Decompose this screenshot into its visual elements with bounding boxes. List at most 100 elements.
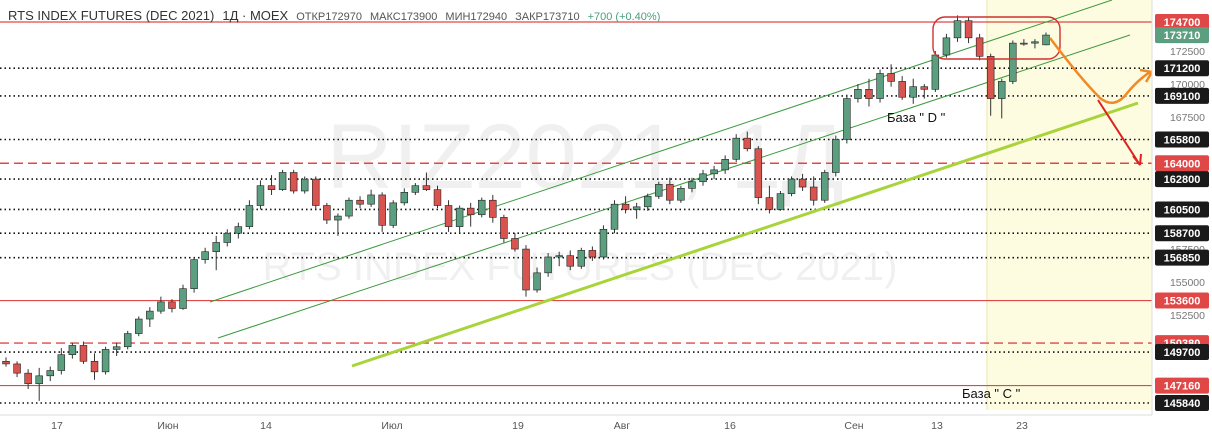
candle-body: [24, 372, 32, 385]
price-label-box: [1155, 395, 1209, 411]
candle-body: [1020, 42, 1028, 45]
candle-body: [765, 197, 774, 210]
candle-body: [411, 185, 420, 193]
time-tick-label: 19: [512, 420, 524, 432]
price-label-text: 149700: [1164, 347, 1201, 359]
candle-body: [234, 226, 243, 234]
candle-body: [854, 89, 862, 99]
candle-body: [809, 186, 818, 201]
symbol-name[interactable]: RTS INDEX FUTURES (DEC 2021): [8, 8, 215, 23]
candle-body: [245, 205, 254, 227]
candle-body: [201, 251, 209, 260]
price-label-text: 171200: [1164, 63, 1201, 75]
candle-body: [798, 178, 807, 188]
time-tick-label: 14: [260, 420, 272, 432]
candle-body: [455, 207, 464, 227]
candle-body: [931, 54, 940, 90]
candle-body: [732, 137, 740, 160]
forecast-up-arrowhead: [1139, 68, 1154, 83]
candle-body: [112, 346, 121, 350]
price-tick-label: 172500: [1170, 46, 1205, 58]
candle-body: [345, 199, 353, 217]
candle-body: [677, 188, 685, 201]
candle-body: [478, 199, 486, 216]
candle-body: [267, 185, 276, 190]
candle-body: [300, 178, 309, 192]
forecast-up-curve: [1049, 37, 1151, 105]
price-tick-label: 155000: [1170, 277, 1205, 289]
time-tick-label: Сен: [844, 420, 863, 432]
price-label-text: 145840: [1164, 398, 1201, 410]
price-label-box: [1155, 87, 1209, 104]
price-label-text: 160500: [1164, 204, 1201, 216]
candle-body: [278, 172, 287, 190]
candle-body: [909, 86, 917, 98]
price-label-box: [1155, 225, 1209, 242]
price-label-box: [1155, 249, 1209, 266]
chart-header: RTS INDEX FUTURES (DEC 2021) 1Д · MOEX О…: [8, 8, 660, 23]
candle-body: [588, 250, 597, 258]
time-tick-label: 13: [931, 420, 943, 432]
highlight-ellipse-box: [932, 16, 1061, 60]
candle-body: [489, 199, 497, 218]
candle-body: [356, 199, 364, 205]
price-tick-label: 152500: [1170, 310, 1205, 322]
time-tick-label: 16: [724, 420, 736, 432]
candle-body: [46, 370, 54, 377]
low-value: МИН172940: [445, 11, 508, 23]
price-axis: 1725001700001675001575001550001525001500…: [1151, 0, 1212, 434]
price-label-box: [1155, 171, 1209, 188]
candle-body: [843, 98, 851, 140]
candle-body: [776, 193, 785, 210]
candle-body: [101, 349, 110, 373]
candle-body: [256, 185, 265, 206]
candle-body: [643, 195, 652, 208]
price-label-box: [1155, 344, 1209, 361]
channel-lower-line: [217, 34, 1131, 339]
candle-body: [212, 242, 220, 253]
candle-body: [986, 56, 995, 99]
candle-body: [743, 137, 752, 150]
candles: [2, 15, 1050, 401]
candle-body: [90, 360, 99, 373]
timeframe-exchange[interactable]: 1Д · MOEX: [222, 8, 289, 23]
candle-body: [68, 345, 77, 355]
candle-body: [599, 228, 608, 258]
candle-body: [1042, 34, 1050, 46]
candle-body: [13, 363, 21, 374]
price-label-text: 147160: [1164, 381, 1201, 393]
candle-body: [610, 203, 619, 230]
price-label-box: [1155, 27, 1209, 44]
price-label-text: 156850: [1164, 253, 1201, 265]
price-label-text: 165800: [1164, 134, 1201, 146]
candle-body: [1031, 41, 1039, 44]
candle-body: [666, 184, 674, 201]
candle-body: [975, 37, 984, 57]
candle-body: [378, 194, 386, 226]
candle-body: [223, 232, 232, 243]
forecast-down-line: [1097, 99, 1141, 166]
candle-body: [998, 81, 1006, 99]
forecast-down-arrowhead: [1132, 153, 1142, 166]
candle-body: [721, 158, 729, 171]
candle-body: [500, 217, 508, 239]
price-label-box: [1155, 201, 1209, 218]
price-label-text: 153600: [1164, 296, 1201, 308]
horizontal-levels: [0, 21, 1152, 404]
close-value: ЗАКР173710: [515, 11, 580, 23]
price-label-text: 162800: [1164, 174, 1201, 186]
candle-body: [2, 360, 10, 365]
candle-body: [942, 37, 951, 56]
candle-body: [433, 189, 442, 206]
candle-body: [135, 318, 143, 334]
candle-body: [754, 148, 763, 198]
candle-body: [876, 73, 884, 99]
trend-lines: [209, 0, 1139, 368]
price-label-text: 158700: [1164, 228, 1201, 240]
candle-body: [179, 288, 187, 309]
candle-body: [123, 333, 132, 348]
candle-body: [422, 185, 431, 190]
candle-body: [334, 215, 342, 221]
candle-body: [289, 172, 298, 192]
high-value: МАКС173900: [369, 11, 438, 23]
